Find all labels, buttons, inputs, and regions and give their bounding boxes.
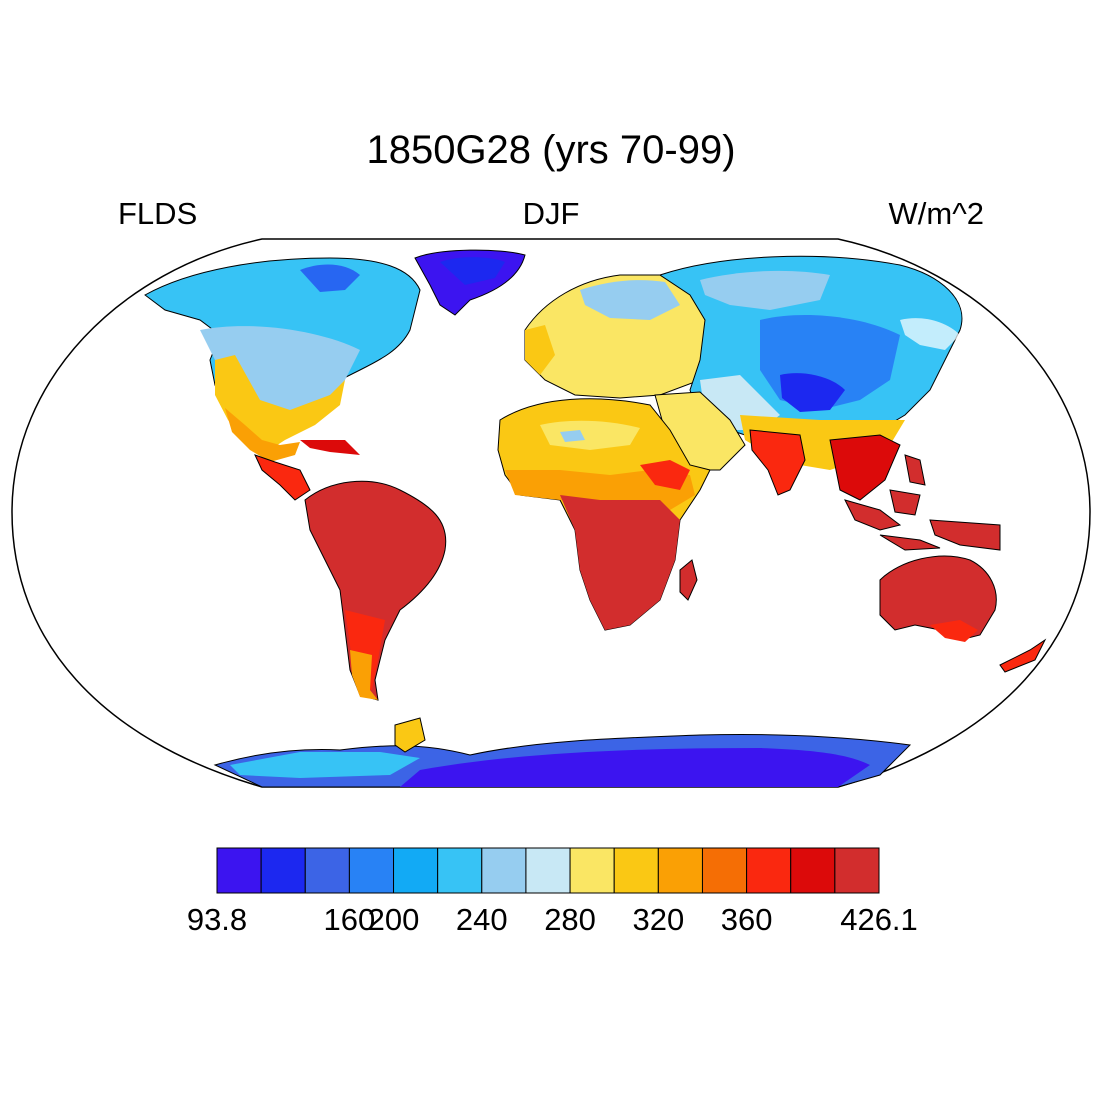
north-america xyxy=(144,257,421,501)
colorbar-swatch xyxy=(569,847,615,894)
colorbar-swatch xyxy=(525,847,571,894)
colorbar-tick-label: 93.8 xyxy=(186,902,248,937)
australia xyxy=(879,555,1047,673)
colorbar-swatch xyxy=(437,847,483,894)
colorbar-swatch xyxy=(348,847,395,894)
variable-label: FLDS xyxy=(118,196,198,231)
colorbar-swatch xyxy=(260,847,306,894)
colorbar-swatch xyxy=(393,847,439,894)
colorbar-swatch xyxy=(216,847,262,894)
plot-title: 1850G28 (yrs 70-99) xyxy=(366,128,736,172)
asia xyxy=(658,255,963,501)
colorbar xyxy=(216,847,880,894)
maritime-continent xyxy=(844,454,1001,551)
colorbar-tick-label: 240 xyxy=(455,902,508,937)
colorbar-swatch xyxy=(613,847,659,894)
colorbar-swatch xyxy=(746,847,792,894)
colorbar-swatch xyxy=(790,847,836,894)
colorbar-swatch xyxy=(834,847,880,894)
colorbar-tick-label: 200 xyxy=(367,902,420,937)
colorbar-swatch xyxy=(701,847,748,894)
africa xyxy=(497,398,711,631)
colorbar-swatch xyxy=(481,847,527,894)
antarctica xyxy=(213,717,912,788)
colorbar-tick-label: 360 xyxy=(720,902,773,937)
colorbar-swatch xyxy=(657,847,703,894)
units-label: W/m^2 xyxy=(888,196,984,231)
colorbar-tick-label: 426.1 xyxy=(840,902,918,937)
colorbar-swatch xyxy=(304,847,350,894)
europe xyxy=(524,274,711,399)
colorbar-tick-label: 280 xyxy=(544,902,596,937)
colorbar-tick-label: 160 xyxy=(323,902,376,937)
south-america xyxy=(304,480,447,701)
season-label: DJF xyxy=(522,196,580,231)
colorbar-tick-label: 320 xyxy=(632,902,685,937)
